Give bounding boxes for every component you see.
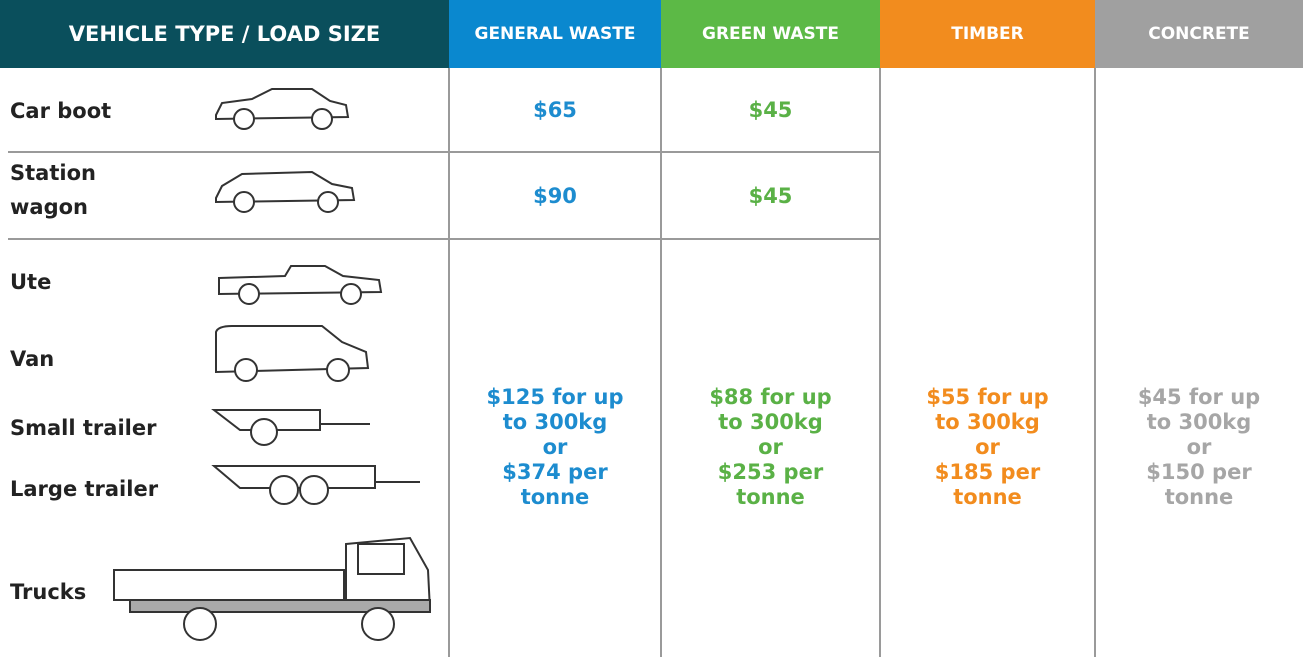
price-line: $374 per (449, 460, 661, 485)
ute-icon (215, 262, 385, 307)
price: $65 (449, 68, 661, 152)
header-cell: TIMBER (880, 0, 1095, 68)
header-cell: GENERAL WASTE (449, 0, 661, 68)
price: $45 (661, 68, 880, 152)
price-line: to 300kg (449, 410, 661, 435)
wagon-icon (212, 168, 357, 216)
vehicle-label: Car boot (10, 94, 111, 128)
price-line: tonne (661, 485, 880, 510)
price-line: $185 per (880, 460, 1095, 485)
price-line: $55 for up (880, 385, 1095, 410)
header-cell: GREEN WASTE (661, 0, 880, 68)
van-icon (212, 322, 372, 384)
price-line: to 300kg (661, 410, 880, 435)
price-line: $150 per (1095, 460, 1303, 485)
truck-icon (110, 530, 435, 645)
vehicle-label: Small trailer (10, 411, 156, 445)
price: $90 (449, 152, 661, 239)
vehicle-label: Ute (10, 265, 51, 299)
price-line: $125 for up (449, 385, 661, 410)
small-trailer-icon (210, 404, 380, 454)
price-line: $45 for up (1095, 385, 1303, 410)
price-line: or (661, 435, 880, 460)
vehicle-label: Large trailer (10, 472, 158, 506)
price-line: $88 for up (661, 385, 880, 410)
divider (1094, 68, 1096, 657)
price-line: or (1095, 435, 1303, 460)
car-icon (212, 85, 352, 133)
vehicle-label: Trucks (10, 575, 86, 609)
header-cell: VEHICLE TYPE / LOAD SIZE (0, 0, 449, 68)
price-line: to 300kg (880, 410, 1095, 435)
large-trailer-icon (210, 462, 425, 512)
price-line: $253 per (661, 460, 880, 485)
price: $45 (661, 152, 880, 239)
price-line: tonne (880, 485, 1095, 510)
vehicle-label: Station wagon (10, 156, 150, 224)
vehicle-label: Van (10, 342, 54, 376)
price-line: tonne (449, 485, 661, 510)
page: VEHICLE TYPE / LOAD SIZE GENERAL WASTE G… (0, 0, 1303, 657)
header-cell: CONCRETE (1095, 0, 1303, 68)
price-line: tonne (1095, 485, 1303, 510)
price-line: or (880, 435, 1095, 460)
price-line: or (449, 435, 661, 460)
price-line: to 300kg (1095, 410, 1303, 435)
